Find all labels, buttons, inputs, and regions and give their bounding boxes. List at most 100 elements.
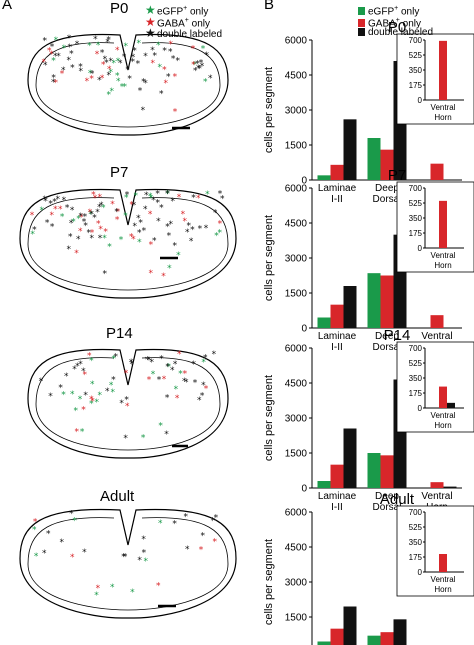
cell-marker-star: * (130, 588, 135, 598)
cell-marker-star: * (88, 208, 93, 218)
cell-marker-star: * (130, 201, 135, 211)
cell-marker-star: * (90, 70, 95, 80)
cell-marker-star: * (165, 394, 170, 404)
cell-marker-star: * (142, 549, 147, 559)
cell-marker-star: * (83, 371, 88, 381)
cell-marker-star: * (53, 79, 58, 89)
cell-marker-star: * (212, 350, 217, 360)
cell-marker-star: * (191, 60, 196, 70)
panel-a-label: A (2, 0, 13, 13)
cell-marker-star: * (150, 46, 155, 56)
cell-marker-star: * (144, 557, 149, 567)
legend-swatch (358, 28, 365, 36)
cell-marker-star: * (166, 190, 171, 200)
cell-marker-star: * (100, 74, 105, 84)
cell-marker-star: * (94, 591, 99, 601)
cell-marker-star: * (123, 434, 128, 444)
cell-marker-star: * (76, 214, 81, 224)
cell-marker-star: * (64, 372, 69, 382)
panel-b-legend-double: double labeled (358, 27, 433, 39)
bar-0 (317, 317, 331, 328)
cell-marker-star: * (98, 234, 103, 244)
panel-a-legend-egfp: ★eGFP+ only (145, 3, 209, 18)
cell-marker-star: * (199, 545, 204, 555)
inset-y-tick-label: 700 (409, 508, 423, 517)
cell-marker-star: * (97, 76, 102, 86)
cell-marker-star: * (89, 400, 94, 410)
cell-marker-star: * (46, 529, 51, 539)
cell-marker-star: * (32, 225, 37, 235)
inset-y-tick-label: 175 (409, 553, 423, 562)
cell-marker-star: * (167, 362, 172, 372)
cell-marker-star: * (218, 189, 223, 199)
cell-marker-star: * (93, 35, 98, 45)
cell-marker-star: * (166, 72, 171, 82)
x-tick-label: Deep (375, 491, 399, 502)
gray-matter-outline (27, 517, 229, 611)
bar-0 (317, 481, 331, 488)
cell-marker-star: * (62, 44, 67, 54)
bar-1 (430, 315, 444, 328)
bar-0 (367, 273, 381, 328)
inset-x-label: Ventral (431, 411, 456, 420)
cell-marker-star: * (56, 195, 61, 205)
cord-section-2: **************** ******** ****************… (27, 348, 229, 459)
cell-marker-star: * (213, 537, 218, 547)
section-outline (19, 508, 237, 619)
inset-y-tick-label: 700 (409, 184, 423, 193)
cell-marker-star: * (113, 352, 118, 362)
cell-marker-star: * (162, 65, 167, 75)
cell-marker-star: * (136, 39, 141, 49)
cell-marker-star: * (213, 209, 218, 219)
cell-marker-star: * (42, 549, 47, 559)
cell-marker-star: * (119, 235, 124, 245)
cell-marker-star: * (191, 44, 196, 54)
cell-marker-star: * (105, 38, 110, 48)
bar-2 (443, 486, 457, 488)
cell-marker-star: * (87, 351, 92, 361)
bar-chart-adult (309, 505, 474, 645)
cell-marker-star: * (151, 370, 156, 380)
bar-1 (330, 628, 344, 645)
inset-frame (396, 341, 474, 433)
cell-marker-star: * (181, 210, 186, 220)
bar-0 (367, 453, 381, 488)
cell-marker-star: * (131, 58, 136, 68)
bar-2 (343, 286, 357, 328)
section-age-p0: P0 (110, 0, 129, 17)
cell-marker-star: * (165, 362, 170, 372)
cell-marker-star: * (122, 53, 127, 63)
cell-marker-star: * (78, 212, 83, 222)
cell-marker-star: * (155, 198, 160, 208)
y-tick-label: 0 (301, 176, 307, 187)
cell-marker-star: * (60, 70, 65, 80)
cell-marker-star: * (89, 210, 94, 220)
cell-marker-star: * (53, 52, 58, 62)
cell-marker-star: * (103, 227, 108, 237)
cell-marker-star: * (53, 205, 58, 215)
cell-marker-star: * (70, 206, 75, 216)
bar-0 (367, 138, 381, 180)
cell-marker-star: * (192, 61, 197, 71)
cell-marker-star: * (72, 516, 77, 526)
cell-marker-star: * (141, 535, 146, 545)
cell-marker-star: * (136, 214, 141, 224)
cell-marker-star: * (93, 194, 98, 204)
cell-marker-star: * (201, 45, 206, 55)
section-outline (19, 188, 237, 299)
cell-marker-star: * (98, 391, 103, 401)
cell-marker-star: * (96, 584, 101, 594)
inset-y-tick-label: 0 (418, 244, 423, 253)
section-age-p14: P14 (106, 325, 133, 342)
cell-marker-star: * (127, 74, 132, 84)
y-tick-label: 4500 (285, 219, 308, 230)
cell-marker-star: * (82, 548, 87, 558)
cell-marker-star: * (111, 375, 116, 385)
bar-1 (430, 163, 444, 180)
bar-0 (317, 641, 331, 645)
y-tick-label: 1500 (285, 289, 308, 300)
cell-marker-star: * (123, 553, 128, 563)
cell-marker-star: * (43, 195, 48, 205)
cell-marker-star: * (90, 234, 95, 244)
inset-y-tick-label: 700 (409, 344, 423, 353)
